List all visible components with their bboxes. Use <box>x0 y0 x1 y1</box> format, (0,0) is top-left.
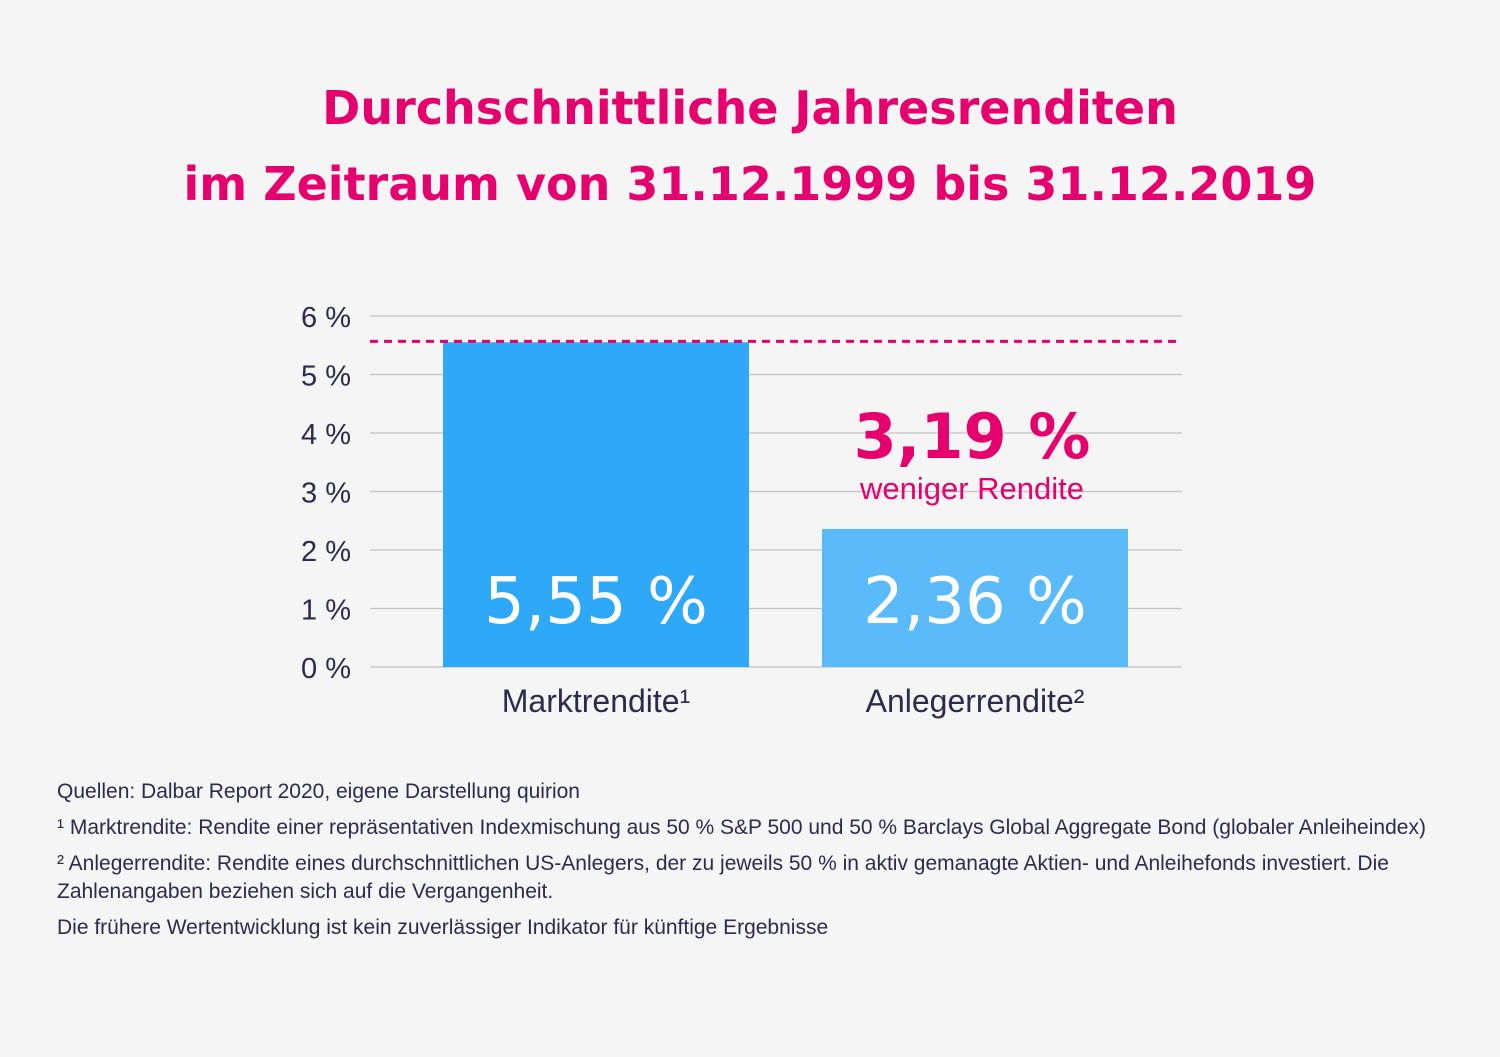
footnote-market-return: ¹ Marktrendite: Rendite einer repräsenta… <box>57 816 1426 839</box>
category-label: Marktrendite¹ <box>502 683 691 719</box>
footnotes: Quellen: Dalbar Report 2020, eigene Dars… <box>57 778 1457 950</box>
y-tick-label: 1 % <box>301 595 351 627</box>
y-tick-label: 2 % <box>301 536 351 568</box>
bar-value-label: 2,36 % <box>863 565 1087 639</box>
footnote-investor-return: ² Anlegerrendite: Rendite eines durchsch… <box>57 852 1389 903</box>
difference-value: 3,19 % <box>854 400 1091 473</box>
difference-text: weniger Rendite <box>859 471 1084 506</box>
bar-value-label: 5,55 % <box>484 565 708 639</box>
category-label: Anlegerrendite² <box>866 683 1085 719</box>
bar-value-labels: 5,55 % 2,36 % <box>484 565 1087 639</box>
chart-title: Durchschnittliche Jahresrenditen im Zeit… <box>0 70 1500 222</box>
bar <box>443 342 749 667</box>
chart-title-line-2: im Zeitraum von 31.12.1999 bis 31.12.201… <box>183 157 1317 211</box>
footnote-sources: Quellen: Dalbar Report 2020, eigene Dars… <box>57 780 580 803</box>
y-tick-label: 4 % <box>301 419 351 451</box>
y-tick-label: 3 % <box>301 478 351 510</box>
category-labels: Marktrendite¹ Anlegerrendite² <box>502 683 1085 719</box>
difference-annotation: 3,19 %weniger Rendite <box>854 400 1091 506</box>
footnote-disclaimer: Die frühere Wertentwicklung ist kein zuv… <box>57 916 829 939</box>
y-tick-label: 6 % <box>301 302 351 334</box>
bar-chart: 0 % 1 % 2 % 3 % 4 % 5 % 6 % 5,55 % 2,36 % Markt… <box>301 302 1182 719</box>
y-tick-label: 5 % <box>301 361 351 393</box>
y-tick-labels: 0 % 1 % 2 % 3 % 4 % 5 % 6 % <box>301 302 351 685</box>
bar <box>822 528 1128 667</box>
chart-title-line-1: Durchschnittliche Jahresrenditen <box>322 81 1178 135</box>
y-tick-label: 0 % <box>301 653 351 685</box>
bars <box>443 342 1128 667</box>
